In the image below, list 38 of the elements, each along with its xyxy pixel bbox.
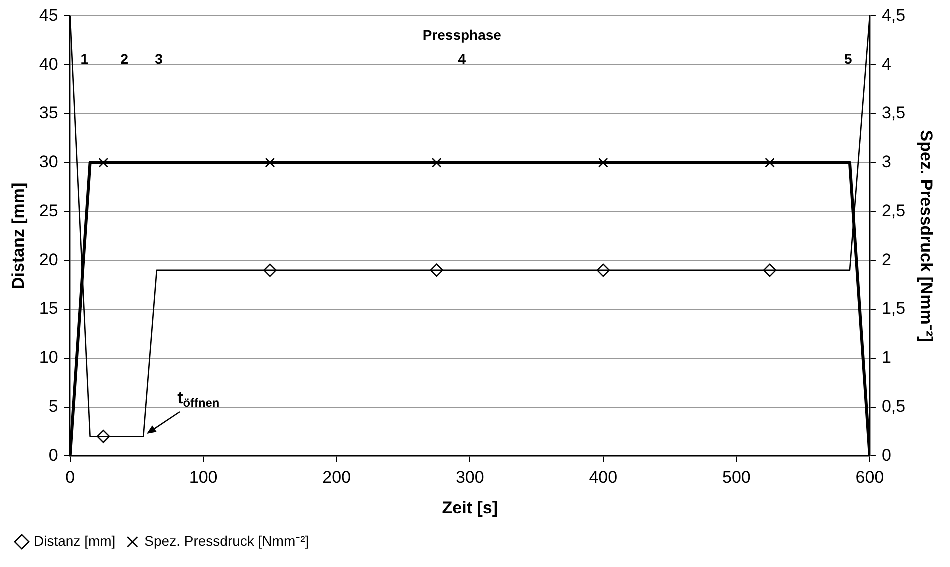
x-tick-label: 300 <box>456 468 484 488</box>
y-tick-label: 40 <box>39 54 58 74</box>
y2-axis-title: Spez. Pressdruck [Nmm⁻²] <box>917 130 936 342</box>
y2-tick-label: 4 <box>882 54 892 74</box>
y-tick-label: 35 <box>39 104 58 123</box>
y-tick-label: 20 <box>39 250 58 270</box>
x-tick-label: 100 <box>189 468 218 488</box>
y2-tick-label: 2,5 <box>882 201 906 220</box>
y-tick-label: 15 <box>39 299 58 318</box>
y2-tick-label: 3 <box>882 152 892 172</box>
x-tick-label: 200 <box>322 468 352 488</box>
annotation: 1 <box>80 51 89 68</box>
annotation: 5 <box>844 51 852 68</box>
x-axis-title: Zeit [s] <box>442 498 498 518</box>
legend-label: Distanz [mm] <box>34 532 116 549</box>
x-tick-label: 500 <box>722 468 751 488</box>
y-tick-label: 30 <box>39 152 58 172</box>
x-tick-label: 400 <box>589 468 618 488</box>
x-tick-label: 0 <box>66 468 76 488</box>
y2-tick-label: 1 <box>882 348 892 368</box>
annotation: Pressphase <box>422 26 502 43</box>
y2-tick-label: 2 <box>882 250 892 270</box>
y2-tick-label: 1,5 <box>882 299 906 318</box>
y2-tick-label: 0 <box>882 446 892 465</box>
y-tick-label: 25 <box>39 201 58 220</box>
y-axis-title: Distanz [mm] <box>8 182 28 290</box>
y2-tick-label: 4,5 <box>882 6 906 25</box>
annotation: 4 <box>458 51 466 68</box>
x-tick-label: 600 <box>856 468 884 488</box>
annotation: 2 <box>120 51 129 68</box>
legend-label: Spez. Pressdruck [Nmm⁻²] <box>144 532 310 549</box>
annotation: 3 <box>155 51 164 68</box>
y-tick-label: 45 <box>39 6 58 25</box>
y-tick-label: 5 <box>48 397 58 416</box>
y-tick-label: 0 <box>48 446 58 465</box>
y-tick-label: 10 <box>39 348 58 368</box>
y2-tick-label: 0,5 <box>882 397 906 416</box>
y2-tick-label: 3,5 <box>882 104 906 123</box>
